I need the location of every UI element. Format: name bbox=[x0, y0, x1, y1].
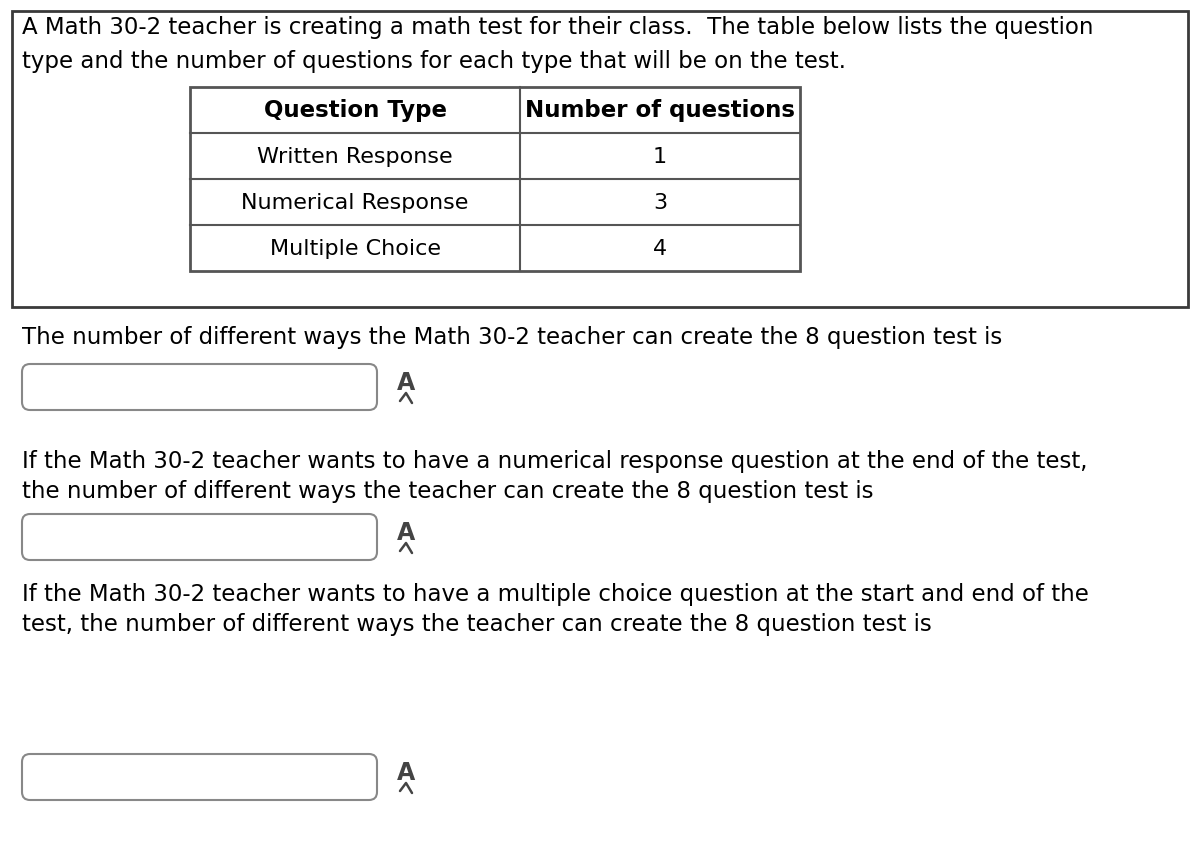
FancyBboxPatch shape bbox=[22, 754, 377, 800]
Text: 3: 3 bbox=[653, 192, 667, 213]
FancyBboxPatch shape bbox=[22, 365, 377, 410]
Text: Question Type: Question Type bbox=[264, 100, 446, 122]
Text: A: A bbox=[397, 760, 415, 784]
Text: test, the number of different ways the teacher can create the 8 question test is: test, the number of different ways the t… bbox=[22, 612, 931, 636]
Text: A Math 30-2 teacher is creating a math test for their class.  The table below li: A Math 30-2 teacher is creating a math t… bbox=[22, 16, 1093, 39]
Text: type and the number of questions for each type that will be on the test.: type and the number of questions for eac… bbox=[22, 50, 846, 73]
Text: A: A bbox=[397, 521, 415, 544]
Text: If the Math 30-2 teacher wants to have a multiple choice question at the start a: If the Math 30-2 teacher wants to have a… bbox=[22, 582, 1088, 605]
Text: Number of questions: Number of questions bbox=[526, 100, 796, 122]
FancyBboxPatch shape bbox=[22, 514, 377, 560]
Text: Written Response: Written Response bbox=[257, 147, 452, 167]
Text: 1: 1 bbox=[653, 147, 667, 167]
Text: 4: 4 bbox=[653, 239, 667, 259]
Text: If the Math 30-2 teacher wants to have a numerical response question at the end : If the Math 30-2 teacher wants to have a… bbox=[22, 450, 1087, 473]
Text: A: A bbox=[397, 371, 415, 394]
Text: Multiple Choice: Multiple Choice bbox=[270, 239, 440, 259]
Text: The number of different ways the Math 30-2 teacher can create the 8 question tes: The number of different ways the Math 30… bbox=[22, 326, 1002, 349]
FancyBboxPatch shape bbox=[12, 12, 1188, 307]
Text: the number of different ways the teacher can create the 8 question test is: the number of different ways the teacher… bbox=[22, 479, 874, 502]
Bar bbox=[190, 88, 800, 272]
Text: Numerical Response: Numerical Response bbox=[241, 192, 469, 213]
